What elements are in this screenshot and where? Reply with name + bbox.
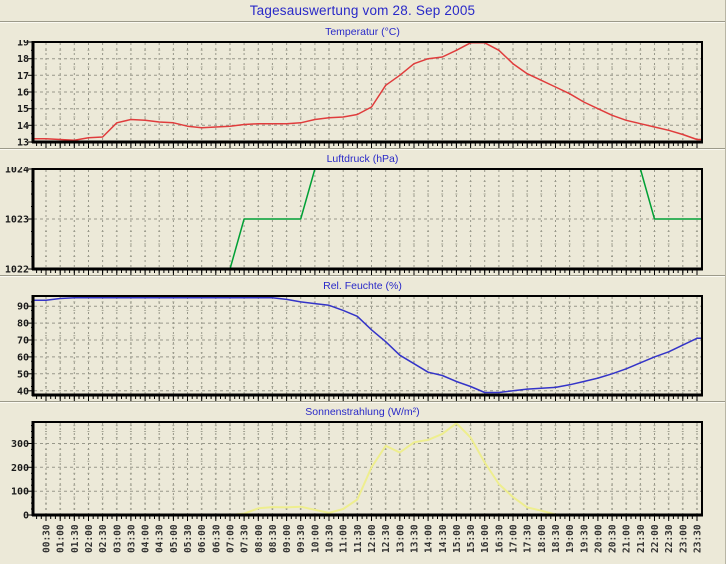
svg-text:05:00: 05:00 — [169, 524, 180, 553]
svg-text:21:00: 21:00 — [622, 524, 633, 553]
svg-text:15:00: 15:00 — [452, 524, 463, 553]
svg-text:05:30: 05:30 — [183, 524, 194, 553]
svg-text:20:30: 20:30 — [608, 524, 619, 553]
chart-panel-temperature: Temperatur (°C) 13 14 15 16 17 18 19 — [0, 23, 725, 148]
svg-text:200: 200 — [11, 463, 29, 474]
page-header: Tagesauswertung vom 28. Sep 2005 — [0, 0, 725, 21]
svg-text:16:30: 16:30 — [494, 524, 505, 553]
chart-panel-humidity: Rel. Feuchte (%) 40 50 60 70 80 90 — [0, 277, 725, 401]
svg-text:13:00: 13:00 — [395, 524, 406, 553]
svg-text:02:00: 02:00 — [84, 524, 95, 553]
svg-text:1023: 1023 — [5, 215, 29, 226]
svg-text:16:00: 16:00 — [480, 524, 491, 553]
svg-text:06:30: 06:30 — [211, 524, 222, 553]
temperature-chart-title: Temperatur (°C) — [325, 26, 400, 38]
panel-divider — [0, 148, 725, 150]
svg-text:10:00: 10:00 — [310, 524, 321, 553]
svg-text:00:30: 00:30 — [42, 524, 53, 553]
svg-text:03:00: 03:00 — [112, 524, 123, 553]
svg-text:18: 18 — [17, 54, 29, 65]
svg-text:15: 15 — [17, 104, 29, 115]
chart-panel-solar-radiation: Sonnenstrahlung (W/m²) 0 100 200 300 00:30 01… — [0, 403, 725, 561]
svg-text:17:00: 17:00 — [509, 524, 520, 553]
svg-text:07:30: 07:30 — [240, 524, 251, 553]
svg-text:02:30: 02:30 — [98, 524, 109, 553]
svg-text:50: 50 — [17, 369, 29, 380]
svg-text:10:30: 10:30 — [325, 524, 336, 553]
svg-text:01:00: 01:00 — [56, 524, 67, 553]
svg-text:300: 300 — [11, 439, 29, 450]
header-divider — [0, 21, 725, 23]
chart-panel-pressure: Luftdruck (hPa) 1022 1023 1024 — [0, 150, 725, 275]
svg-text:04:30: 04:30 — [155, 524, 166, 553]
panel-divider — [0, 401, 725, 403]
svg-text:18:30: 18:30 — [551, 524, 562, 553]
svg-text:23:00: 23:00 — [678, 524, 689, 553]
humidity-chart-title: Rel. Feuchte (%) — [323, 280, 402, 292]
svg-text:1024: 1024 — [5, 167, 29, 176]
svg-text:40: 40 — [17, 386, 29, 397]
svg-text:100: 100 — [11, 487, 29, 498]
svg-text:14:00: 14:00 — [424, 524, 435, 553]
svg-text:17: 17 — [17, 71, 29, 82]
svg-text:14:30: 14:30 — [438, 524, 449, 553]
svg-text:06:00: 06:00 — [197, 524, 208, 553]
page-title: Tagesauswertung vom 28. Sep 2005 — [249, 3, 476, 18]
svg-text:16: 16 — [17, 88, 29, 99]
solar-radiation-chart: 0 100 200 300 00:30 01:00 01:30 02:00 02:30 03:00… — [11, 421, 704, 553]
svg-text:23:30: 23:30 — [693, 524, 704, 553]
svg-text:13:30: 13:30 — [410, 524, 421, 553]
svg-text:22:30: 22:30 — [664, 524, 675, 553]
svg-text:21:30: 21:30 — [636, 524, 647, 553]
temperature-chart: 13 14 15 16 17 18 19 — [17, 40, 703, 149]
svg-text:07:00: 07:00 — [226, 524, 237, 553]
svg-text:13: 13 — [17, 138, 29, 149]
svg-text:18:00: 18:00 — [537, 524, 548, 553]
svg-text:19: 19 — [17, 40, 29, 49]
svg-text:12:30: 12:30 — [381, 524, 392, 553]
svg-text:01:30: 01:30 — [70, 524, 81, 553]
pressure-chart-title: Luftdruck (hPa) — [326, 153, 399, 165]
svg-text:19:30: 19:30 — [579, 524, 590, 553]
svg-text:15:30: 15:30 — [466, 524, 477, 553]
svg-text:04:00: 04:00 — [141, 524, 152, 553]
pressure-chart: 1022 1023 1024 — [5, 167, 703, 276]
svg-text:22:00: 22:00 — [650, 524, 661, 553]
svg-text:90: 90 — [17, 302, 29, 313]
svg-text:11:00: 11:00 — [339, 524, 350, 553]
humidity-chart: 40 50 60 70 80 90 — [17, 295, 703, 401]
svg-text:19:00: 19:00 — [565, 524, 576, 553]
svg-text:03:30: 03:30 — [126, 524, 137, 553]
svg-text:0: 0 — [23, 511, 29, 522]
svg-text:70: 70 — [17, 336, 29, 347]
svg-text:08:30: 08:30 — [268, 524, 279, 553]
svg-text:80: 80 — [17, 319, 29, 330]
solar-chart-title: Sonnenstrahlung (W/m²) — [305, 406, 420, 418]
svg-text:11:30: 11:30 — [353, 524, 364, 553]
svg-text:09:00: 09:00 — [282, 524, 293, 553]
svg-text:12:00: 12:00 — [367, 524, 378, 553]
svg-text:14: 14 — [17, 121, 29, 132]
svg-text:09:30: 09:30 — [296, 524, 307, 553]
svg-text:20:00: 20:00 — [593, 524, 604, 553]
svg-text:1022: 1022 — [5, 265, 29, 276]
svg-text:60: 60 — [17, 352, 29, 363]
svg-text:08:00: 08:00 — [254, 524, 265, 553]
svg-text:17:30: 17:30 — [523, 524, 534, 553]
panel-divider — [0, 275, 725, 277]
